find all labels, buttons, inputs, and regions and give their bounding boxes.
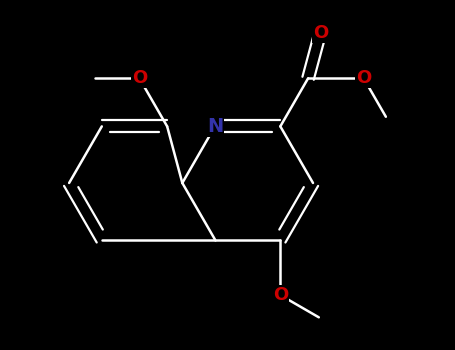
Text: O: O: [132, 69, 147, 87]
Text: N: N: [207, 117, 223, 136]
Text: O: O: [313, 24, 328, 42]
Text: O: O: [273, 286, 288, 304]
Text: O: O: [356, 69, 371, 87]
